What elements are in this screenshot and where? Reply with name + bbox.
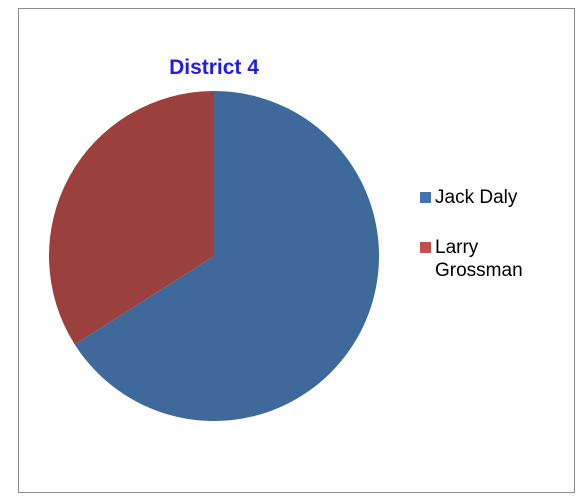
legend-swatch-larry-grossman <box>420 242 431 253</box>
legend-swatch-jack-daly <box>420 192 431 203</box>
legend: Jack Daly Larry Grossman <box>420 186 578 282</box>
legend-item-larry-grossman: Larry Grossman <box>420 236 578 282</box>
pie-slice-larry-grossman <box>48 90 214 345</box>
legend-label-larry-grossman: Larry Grossman <box>435 237 523 281</box>
chart-title: District 4 <box>169 56 259 79</box>
pie-slice-jack-daly <box>74 91 380 421</box>
legend-label-jack-daly: Jack Daly <box>435 187 518 208</box>
legend-item-jack-daly: Jack Daly <box>420 186 578 209</box>
